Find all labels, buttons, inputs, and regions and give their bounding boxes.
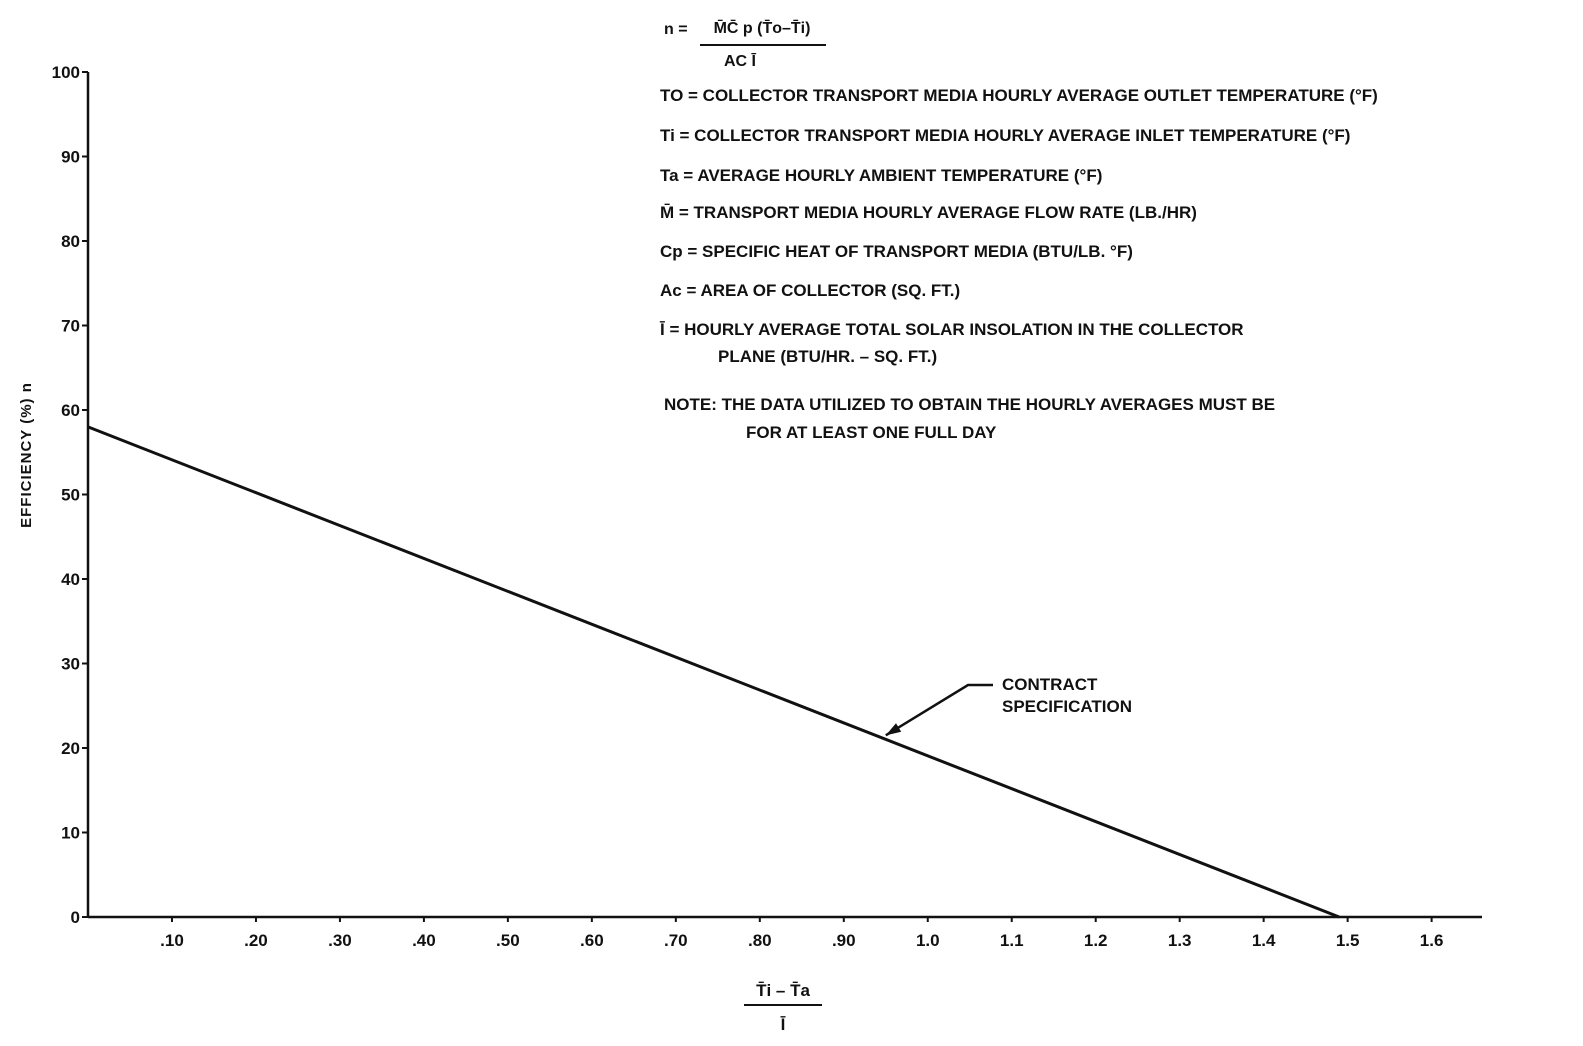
x-tick-label: 1.3 xyxy=(1168,931,1192,950)
axes xyxy=(86,72,1482,919)
x-axis-title-numerator: T̄i – T̄a xyxy=(756,981,810,1000)
x-tick-label: .50 xyxy=(496,931,520,950)
note-line: NOTE: THE DATA UTILIZED TO OBTAIN THE HO… xyxy=(664,395,1275,414)
ticks: 0 10 20 30 40 50 60 70 80 90 100 .10 .20 .30 .40 .50 .60… xyxy=(52,63,1444,950)
y-tick-label: 60 xyxy=(61,401,80,420)
x-tick-label: 1.0 xyxy=(916,931,940,950)
formula-denominator: AC Ī xyxy=(724,51,757,70)
definitions-list: TO = COLLECTOR TRANSPORT MEDIA HOURLY AV… xyxy=(659,86,1378,366)
formula: n = M̄C̄ p (T̄o–T̄i) AC Ī xyxy=(664,18,826,70)
x-tick-label: 1.5 xyxy=(1336,931,1360,950)
definition-line: M̄ = TRANSPORT MEDIA HOURLY AVERAGE FLOW… xyxy=(660,203,1197,222)
annotation-label: CONTRACT xyxy=(1002,675,1098,694)
definition-line: Ac = AREA OF COLLECTOR (SQ. FT.) xyxy=(660,281,960,300)
x-tick-label: .40 xyxy=(412,931,436,950)
annotation-layer: CONTRACT SPECIFICATION xyxy=(885,675,1132,737)
series-line-contract-specification xyxy=(87,425,1340,919)
x-axis-title-denominator: Ī xyxy=(780,1015,786,1034)
x-tick-label: .30 xyxy=(328,931,352,950)
x-tick-label: 1.1 xyxy=(1000,931,1024,950)
x-tick-label: .80 xyxy=(748,931,772,950)
x-tick-label: .70 xyxy=(664,931,688,950)
definition-line: TO = COLLECTOR TRANSPORT MEDIA HOURLY AV… xyxy=(660,86,1378,105)
definition-line: Ī = HOURLY AVERAGE TOTAL SOLAR INSOLATIO… xyxy=(659,320,1244,339)
y-tick-label: 90 xyxy=(61,148,80,167)
y-tick-label: 80 xyxy=(61,232,80,251)
annotation-arrowhead xyxy=(885,723,902,736)
x-tick-label: 1.2 xyxy=(1084,931,1108,950)
y-tick-label: 10 xyxy=(61,824,80,843)
definition-line: Cp = SPECIFIC HEAT OF TRANSPORT MEDIA (B… xyxy=(660,242,1133,261)
note-block: NOTE: THE DATA UTILIZED TO OBTAIN THE HO… xyxy=(664,395,1275,442)
y-tick-label: 70 xyxy=(61,317,80,336)
definition-line: Ta = AVERAGE HOURLY AMBIENT TEMPERATURE … xyxy=(660,166,1102,185)
x-tick-label: .10 xyxy=(160,931,184,950)
formula-numerator: M̄C̄ p (T̄o–T̄i) xyxy=(714,18,811,37)
x-tick-label: .90 xyxy=(832,931,856,950)
annotation-leader-line xyxy=(885,683,993,737)
formula-lhs: n = xyxy=(664,21,688,38)
x-tick-label: 1.6 xyxy=(1420,931,1444,950)
y-tick-label: 100 xyxy=(52,63,80,82)
y-tick-label: 50 xyxy=(61,486,80,505)
series-layer xyxy=(87,425,1340,919)
x-tick-label: 1.4 xyxy=(1252,931,1276,950)
note-line: FOR AT LEAST ONE FULL DAY xyxy=(746,423,997,442)
y-tick-label: 20 xyxy=(61,739,80,758)
y-axis-title: EFFICIENCY (%) n xyxy=(18,382,35,528)
definition-line: PLANE (BTU/HR. – SQ. FT.) xyxy=(718,347,937,366)
x-tick-label: .20 xyxy=(244,931,268,950)
definition-line: Ti = COLLECTOR TRANSPORT MEDIA HOURLY AV… xyxy=(660,126,1350,145)
y-tick-label: 40 xyxy=(61,570,80,589)
y-tick-label: 0 xyxy=(71,908,80,927)
annotation-label: SPECIFICATION xyxy=(1002,697,1132,716)
y-tick-label: 30 xyxy=(61,655,80,674)
x-axis-title: T̄i – T̄a Ī xyxy=(744,981,822,1034)
x-tick-label: .60 xyxy=(580,931,604,950)
